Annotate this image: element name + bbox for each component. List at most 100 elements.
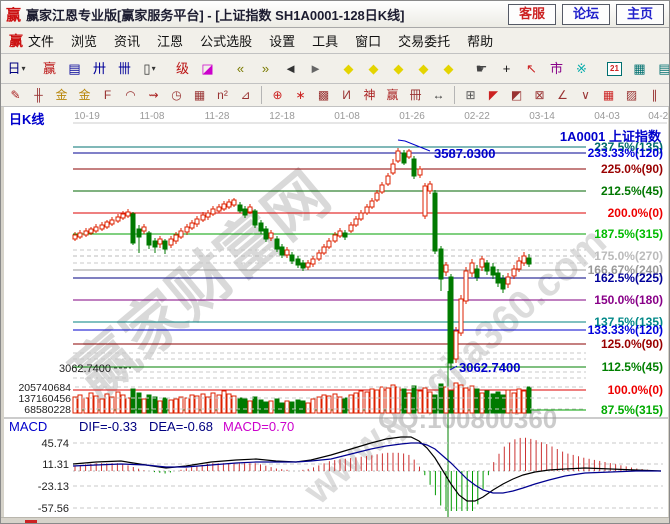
red-grid-icon[interactable]: ▦ <box>602 88 615 102</box>
quote-mark-icon[interactable]: И <box>342 88 351 102</box>
candle-style-icon[interactable]: ▯ ▾ <box>143 61 156 76</box>
service-button[interactable]: 客服 <box>507 3 556 25</box>
price-grid-icon[interactable]: F <box>103 88 112 102</box>
ray-fan-icon[interactable]: ◤ <box>488 88 499 102</box>
n2-grid-icon[interactable]: n² <box>217 88 228 102</box>
gann-level-label: 225.0%(90) <box>601 162 663 176</box>
fan-box-icon[interactable]: ◩ <box>510 88 523 102</box>
menu-item-交易委托[interactable]: 交易委托 <box>398 34 451 49</box>
macd-panel-label: MACD <box>9 419 47 434</box>
memo-icon[interactable]: ▤ <box>658 61 670 76</box>
toolbar-main: 日▾赢▤卅卌▯▾级◪«»◄►◆◆◆◆◆☛+↖市※21▦▤▣ <box>1 54 669 84</box>
drag-hand-icon[interactable]: ☛ <box>475 61 488 76</box>
pen-tool-icon[interactable]: ⇝ <box>148 88 159 102</box>
menu-item-窗口[interactable]: 窗口 <box>355 34 382 49</box>
toolbar-drawing: ✎ ╫ 金金 F ◠ ⇝ ◷ ▦ n² ⊿ ⊕ ∗ ▩ И 神赢冊 ↔ ⊞ ◤ ◩ ⊠ ∠ ∨ ▦ ▨ ∥ <box>1 84 669 107</box>
left-price-label: 3062.7400 <box>59 363 111 375</box>
forum-button[interactable]: 论坛 <box>561 3 610 25</box>
menu-item-浏览[interactable]: 浏览 <box>71 34 98 49</box>
skip-last-icon[interactable]: » <box>261 61 270 76</box>
menu-item-设置[interactable]: 设置 <box>269 34 296 49</box>
gann-level-label: 187.5%(315) <box>594 227 663 241</box>
calendar-icon[interactable]: 21 <box>603 58 626 79</box>
prev-icon[interactable]: ◄ <box>284 61 297 76</box>
gann-level-label: 100.0%(0) <box>608 383 663 397</box>
brush-icon[interactable]: ✎ <box>10 88 21 102</box>
volume-axis-label: 68580228 <box>24 404 71 416</box>
kline-period-icon[interactable]: 日 ▾ <box>7 61 26 76</box>
menu-item-文件[interactable]: 文件 <box>28 34 55 49</box>
macd-dea-value: DEA=-0.68 <box>149 419 213 434</box>
skip-first-icon[interactable]: « <box>236 61 245 76</box>
width-measure-icon[interactable]: ↔ <box>432 88 445 102</box>
volume-axis-label: 205740684 <box>18 382 71 394</box>
expand-icon[interactable]: ◆ <box>418 61 429 76</box>
menu-item-公式选股[interactable]: 公式选股 <box>200 34 253 49</box>
date-tick: 11-28 <box>205 111 230 122</box>
date-tick: 04-03 <box>594 111 620 122</box>
box-tool-icon[interactable]: ⊞ <box>465 88 476 102</box>
shen-grid-icon[interactable]: 神 <box>363 88 376 102</box>
scroll-indicator[interactable] <box>25 520 37 523</box>
fan-box2-icon[interactable]: ⊠ <box>534 88 545 102</box>
fence-grid-icon[interactable]: 冊 <box>409 88 422 102</box>
panel-label: 日K线 <box>9 112 44 127</box>
grid-comb-icon[interactable]: ╫ <box>34 88 43 102</box>
grid-arrow-icon[interactable]: ▨ <box>625 88 638 102</box>
gann-level-label: 233.33%(120) <box>588 146 663 160</box>
menu-item-工具[interactable]: 工具 <box>312 34 339 49</box>
crosshair-icon[interactable]: + <box>502 61 511 76</box>
time-circle-icon[interactable]: ◷ <box>171 88 182 102</box>
macd-dif-value: DIF=-0.33 <box>79 419 137 434</box>
date-tick: 01-08 <box>334 111 360 122</box>
parallel-lines-icon[interactable]: ∥ <box>651 88 658 102</box>
minute-3-chart-icon[interactable]: 卅 <box>92 61 106 76</box>
gann-level-label: 237.5%(135) <box>594 140 663 154</box>
mark-pointer-icon[interactable]: ↖ <box>526 61 537 76</box>
gann-level-label: 200.0%(0) <box>608 206 663 220</box>
macd-axis-label: 45.74 <box>41 438 69 450</box>
minute-9-chart-icon[interactable]: 卌 <box>117 61 131 76</box>
toolbar-separator <box>261 86 262 104</box>
gann-level-label: 150.0%(180) <box>594 293 663 307</box>
symbol-label: 1A0001 上证指数 <box>560 129 662 144</box>
f10-report-icon[interactable]: ▤ <box>68 61 81 76</box>
v-lines-icon[interactable]: ∨ <box>581 88 590 102</box>
gold-grid-icon[interactable]: 金 <box>55 88 68 102</box>
price-annotation: 3587.0300 <box>434 146 495 161</box>
ying-grid-icon[interactable]: 赢 <box>386 88 399 102</box>
zoom-right-icon[interactable]: ◆ <box>343 61 354 76</box>
bottom-strip <box>1 517 669 523</box>
structure-flag-icon[interactable]: ◪ <box>201 61 214 76</box>
next-icon[interactable]: ► <box>309 61 322 76</box>
gold-grid2-icon[interactable]: 金 <box>78 88 91 102</box>
smart-select-icon[interactable]: ※ <box>576 61 587 76</box>
compass-icon[interactable]: ⊕ <box>272 88 283 102</box>
winner-page-icon[interactable]: 赢 <box>42 61 56 76</box>
starburst-icon[interactable]: ∗ <box>295 88 306 102</box>
calculator-icon[interactable]: ▦ <box>633 61 646 76</box>
arc-tool-icon[interactable]: ◠ <box>125 88 136 102</box>
titlebar-buttons: 客服 论坛 主页 <box>502 3 664 25</box>
target-grid-icon[interactable]: ▩ <box>317 88 330 102</box>
angle-lines-icon[interactable]: ∠ <box>557 88 568 102</box>
level-icon[interactable]: 级 <box>175 61 189 76</box>
title-bar: 赢 赢家江恩专业版[赢家服务平台] - [上证指数 SH1A0001-128日K… <box>1 1 669 28</box>
compress-icon[interactable]: ◆ <box>393 61 404 76</box>
menu-item-帮助[interactable]: 帮助 <box>467 34 494 49</box>
zoom-width-icon[interactable]: ◆ <box>368 61 379 76</box>
gann-market-icon[interactable]: 市 <box>549 61 563 76</box>
menu-item-资讯[interactable]: 资讯 <box>114 34 141 49</box>
home-button[interactable]: 主页 <box>615 3 664 25</box>
date-tick: 11-08 <box>140 111 165 122</box>
macd-axis-label: -57.56 <box>38 503 69 515</box>
kline-chart[interactable]: 赢家财富网 www.yingjia360.com QQ:100800360 日K线 10… <box>4 107 669 522</box>
gann-level-label: 112.5%(45) <box>602 360 663 374</box>
dense-grid-icon[interactable]: ▦ <box>193 88 206 102</box>
date-tick: 02-22 <box>464 111 490 122</box>
angle-tool-icon[interactable]: ⊿ <box>240 88 251 102</box>
gann-level-label: 125.0%(90) <box>601 337 663 351</box>
expand-all-icon[interactable]: ◆ <box>443 61 454 76</box>
menu-item-江恩[interactable]: 江恩 <box>157 34 184 49</box>
gann-level-label: 175.0%(270) <box>594 249 663 263</box>
